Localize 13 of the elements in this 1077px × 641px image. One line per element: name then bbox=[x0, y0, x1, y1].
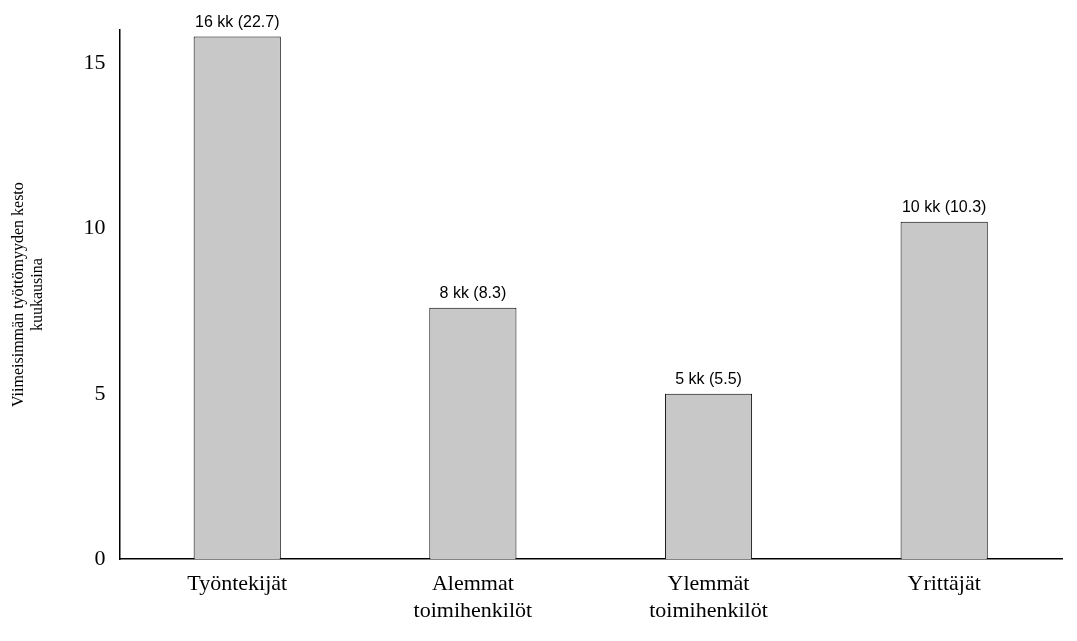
data-label: 8 kk (8.3) bbox=[439, 284, 507, 302]
x-tick-label: Alemmat toimihenkilöt bbox=[413, 570, 533, 622]
y-tick-label: 10 bbox=[83, 214, 106, 240]
y-tick-label: 0 bbox=[94, 544, 106, 570]
y-axis-title: Viimeisimmän työttömyyden kesto kuukausina bbox=[8, 182, 45, 407]
x-tick-label: Työntekijät bbox=[187, 570, 288, 596]
y-tick-label: 5 bbox=[94, 379, 106, 405]
y-tick-label: 15 bbox=[83, 48, 106, 74]
data-label: 16 kk (22.7) bbox=[194, 13, 280, 31]
x-tick-label: Ylemmät toimihenkilöt bbox=[649, 570, 768, 622]
data-label: 5 kk (5.5) bbox=[675, 370, 742, 388]
data-label: 10 kk (10.3) bbox=[901, 198, 987, 216]
x-tick-label: Yrittäjät bbox=[907, 570, 981, 596]
